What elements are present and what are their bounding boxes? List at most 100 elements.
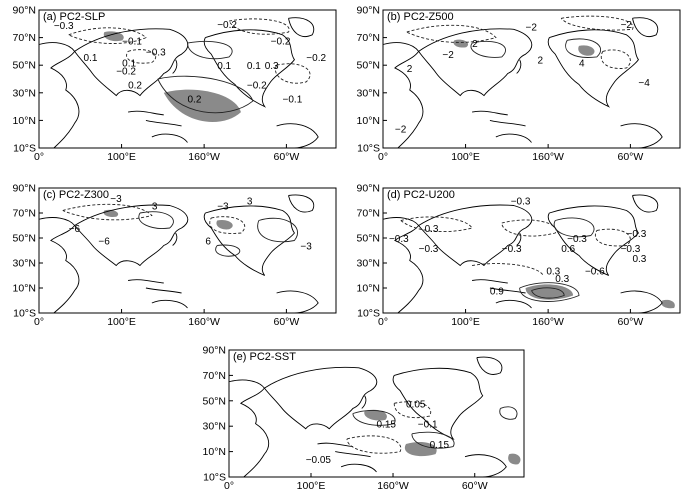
y-tick-label: 10°N	[203, 446, 226, 458]
coastline	[128, 280, 181, 293]
contour-label: −2	[526, 23, 538, 34]
y-tick-label: 30°N	[13, 87, 36, 99]
contour-label: 3	[247, 197, 253, 208]
coastline	[318, 443, 371, 457]
contour-label: −6	[69, 224, 81, 235]
panel-title: (c) PC2-Z300	[43, 189, 109, 201]
positive-contour	[353, 410, 395, 425]
contour-label: 0.1	[84, 53, 98, 64]
contour-label: 2	[472, 39, 478, 50]
contour-label: 0.05	[406, 399, 426, 410]
positive-contour	[500, 407, 517, 419]
x-tick-label: 100°E	[107, 151, 136, 163]
y-tick-label: 30°N	[357, 258, 380, 270]
map-d: −0.3−0.30.3−0.3 −0.3−0.30.6−0.3−0.30.3 −0.…	[347, 186, 684, 333]
y-tick-label: 90°N	[13, 5, 36, 17]
coastline	[128, 111, 181, 126]
y-tick-label: 70°N	[13, 32, 36, 44]
contour-label: −0.05	[306, 455, 332, 466]
coastline	[383, 43, 423, 148]
contour-label: 6	[205, 237, 211, 248]
panel-c: −3 3 −3 3 −6 −6 6 −3 90°N 70°N 50°N 30°N 10°N 10°S 0° 1…	[3, 186, 340, 333]
negative-contour	[347, 436, 401, 453]
coastline	[383, 218, 423, 313]
coastline	[75, 29, 188, 96]
significance-shade	[578, 45, 595, 56]
contour-label: −0.1	[418, 420, 438, 431]
coastline	[632, 195, 657, 212]
positive-contour	[216, 245, 240, 256]
coastline	[277, 291, 319, 313]
y-tick-label: 10°N	[13, 283, 36, 295]
negative-contour	[502, 220, 556, 236]
contour-label: 0.2	[188, 94, 202, 105]
coastline	[472, 111, 525, 126]
contour-label: 0.1	[217, 61, 231, 72]
contour-label: −0.3	[502, 244, 522, 255]
x-tick-label: 0°	[224, 480, 234, 492]
x-tick-label: 100°E	[107, 316, 136, 328]
contour-label: −4	[638, 78, 650, 89]
y-tick-label: 70°N	[357, 208, 380, 220]
map-frame	[38, 187, 337, 314]
significance-shade	[661, 299, 675, 309]
contour-label: −0.1	[283, 94, 303, 105]
y-tick-label: 70°N	[13, 208, 36, 220]
coastline	[204, 206, 294, 276]
negative-contour	[595, 229, 630, 246]
coastline	[621, 291, 663, 313]
negative-contour	[63, 204, 152, 220]
y-tick-label: 90°N	[357, 5, 380, 17]
x-tick-label: 160°W	[188, 316, 220, 328]
contour-label: 0.6	[561, 244, 575, 255]
y-tick-label: 70°N	[203, 370, 226, 382]
x-tick-label: 160°W	[532, 316, 564, 328]
y-tick-label: 10°N	[357, 115, 380, 127]
coastline	[277, 124, 319, 148]
significance-shade	[216, 220, 233, 230]
contour-label: −6	[98, 237, 110, 248]
x-tick-label: 0°	[378, 151, 388, 163]
map-frame	[382, 187, 681, 314]
negative-contour	[561, 16, 633, 30]
x-tick-label: 100°E	[297, 480, 326, 492]
coastline	[288, 195, 313, 212]
negative-contour	[401, 217, 472, 232]
coastline	[288, 18, 313, 37]
coastline	[75, 205, 188, 265]
contour-label: −2	[395, 125, 407, 136]
x-tick-label: 160°W	[188, 151, 220, 163]
panel-title: (b) PC2-Z500	[387, 11, 454, 23]
coastline	[477, 357, 502, 374]
contour-label: −3	[300, 242, 312, 253]
coastline	[229, 380, 269, 477]
x-tick-label: 60°W	[462, 480, 488, 492]
panel-title: (e) PC2-SST	[233, 351, 296, 363]
contour-label: 2	[537, 56, 543, 67]
x-tick-label: 0°	[378, 316, 388, 328]
contour-label: −0.3	[621, 244, 641, 255]
coastline	[362, 396, 366, 409]
x-tick-label: 160°W	[377, 480, 409, 492]
negative-contour	[69, 28, 146, 44]
coastline	[152, 300, 188, 308]
coastline	[152, 134, 188, 142]
contour-label: −0.3	[54, 21, 74, 32]
negative-contour	[394, 402, 431, 418]
contour-label: −0.3	[389, 234, 409, 245]
significance-shade	[404, 441, 437, 457]
positive-contour	[139, 212, 174, 229]
x-tick-label: 0°	[34, 316, 44, 328]
y-tick-label: 30°N	[13, 258, 36, 270]
x-tick-label: 100°E	[451, 316, 480, 328]
coastline	[465, 455, 506, 477]
y-tick-label: 30°N	[203, 421, 226, 433]
map-frame	[38, 9, 337, 149]
significance-shade	[103, 31, 124, 42]
map-frame	[228, 349, 525, 478]
negative-contour	[601, 50, 630, 69]
panel-b: −2 −2 −2 2 2 2 4 −4 −2 90°N 70°N 50°N 30°N 10°N 10°S 0°…	[347, 8, 684, 168]
contour-label: −0.3	[511, 197, 531, 208]
contour-label: 4	[579, 58, 585, 69]
y-tick-label: 50°N	[203, 395, 226, 407]
